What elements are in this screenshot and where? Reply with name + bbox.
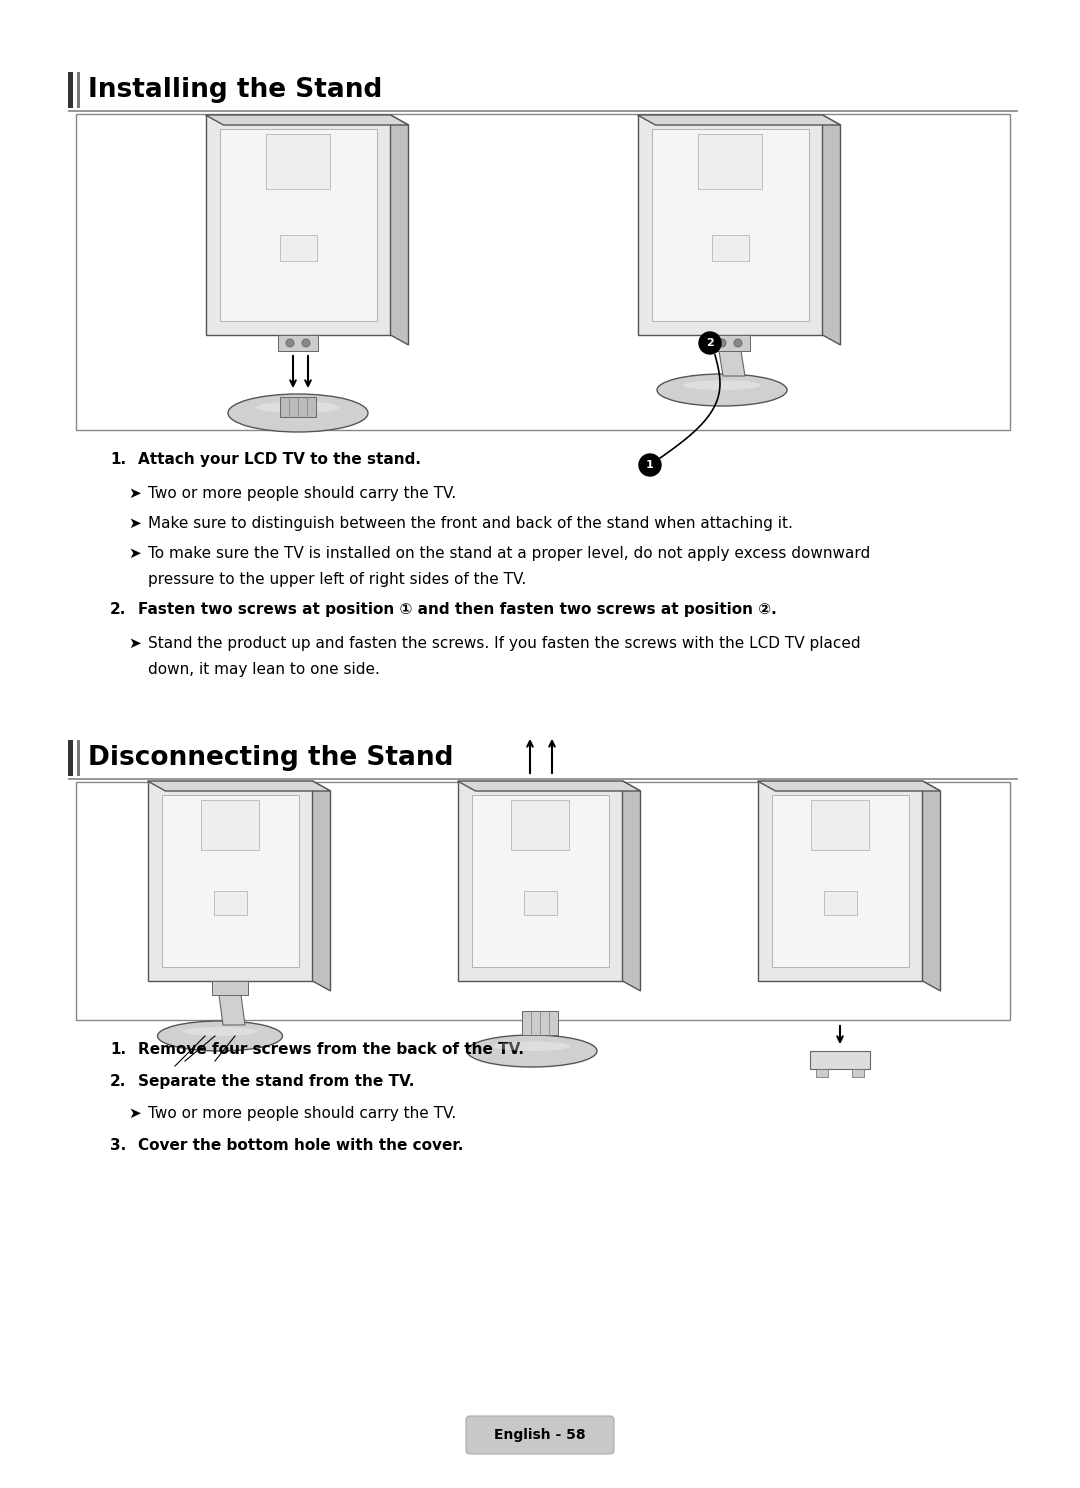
Polygon shape [162, 795, 298, 967]
Text: 1.: 1. [110, 1042, 126, 1056]
Text: To make sure the TV is installed on the stand at a proper level, do not apply ex: To make sure the TV is installed on the … [148, 546, 870, 561]
Bar [76, 783, 1010, 1019]
Bar [524, 891, 556, 915]
Bar [278, 335, 318, 351]
Text: Make sure to distinguish between the front and back of the stand when attaching : Make sure to distinguish between the fro… [148, 516, 793, 531]
Bar [698, 134, 762, 189]
Bar [511, 801, 569, 850]
Ellipse shape [683, 381, 761, 390]
Bar [810, 1051, 870, 1068]
Text: 1.: 1. [110, 452, 126, 467]
Polygon shape [312, 781, 330, 991]
Polygon shape [472, 795, 608, 967]
Polygon shape [219, 129, 377, 321]
Polygon shape [719, 351, 745, 376]
Text: Two or more people should carry the TV.: Two or more people should carry the TV. [148, 487, 456, 501]
Polygon shape [205, 115, 391, 335]
Text: ➤: ➤ [129, 546, 140, 561]
Bar [214, 891, 246, 915]
Bar [280, 235, 316, 262]
Text: pressure to the upper left of right sides of the TV.: pressure to the upper left of right side… [148, 571, 526, 586]
Text: Attach your LCD TV to the stand.: Attach your LCD TV to the stand. [138, 452, 421, 467]
Text: 2: 2 [706, 338, 714, 348]
Text: Cover the bottom hole with the cover.: Cover the bottom hole with the cover. [138, 1138, 463, 1153]
Circle shape [718, 339, 726, 347]
Bar [811, 801, 869, 850]
Polygon shape [922, 781, 941, 991]
Polygon shape [148, 781, 330, 792]
Bar [68, 778, 1018, 780]
Polygon shape [757, 781, 941, 792]
Text: ➤: ➤ [129, 516, 140, 531]
Bar [68, 71, 73, 109]
Polygon shape [148, 781, 312, 981]
Bar [68, 110, 1018, 112]
Circle shape [699, 332, 721, 354]
Bar [266, 134, 330, 189]
Bar [68, 740, 73, 777]
Text: ➤: ➤ [129, 1106, 140, 1120]
FancyBboxPatch shape [465, 1417, 615, 1454]
Text: ➤: ➤ [129, 487, 140, 501]
Text: Remove four screws from the back of the TV.: Remove four screws from the back of the … [138, 1042, 524, 1056]
Polygon shape [458, 781, 622, 981]
Ellipse shape [492, 1042, 571, 1051]
Polygon shape [622, 781, 640, 991]
Bar [852, 1068, 864, 1077]
Bar [522, 1010, 558, 1036]
Polygon shape [757, 781, 922, 981]
Ellipse shape [158, 1021, 283, 1051]
Text: ➤: ➤ [129, 635, 140, 652]
Circle shape [734, 339, 742, 347]
Bar [824, 891, 856, 915]
Bar [77, 740, 80, 777]
Text: Separate the stand from the TV.: Separate the stand from the TV. [138, 1074, 415, 1089]
Text: Disconnecting the Stand: Disconnecting the Stand [87, 745, 454, 771]
Text: Two or more people should carry the TV.: Two or more people should carry the TV. [148, 1106, 456, 1120]
Bar [710, 335, 750, 351]
Polygon shape [391, 115, 408, 345]
Polygon shape [219, 995, 245, 1025]
Text: 2.: 2. [110, 1074, 126, 1089]
Text: Stand the product up and fasten the screws. If you fasten the screws with the LC: Stand the product up and fasten the scre… [148, 635, 861, 652]
Ellipse shape [256, 402, 340, 414]
Polygon shape [651, 129, 809, 321]
Circle shape [302, 339, 310, 347]
Bar [280, 397, 316, 417]
Polygon shape [823, 115, 840, 345]
Bar [816, 1068, 828, 1077]
Circle shape [639, 454, 661, 476]
Text: Installing the Stand: Installing the Stand [87, 77, 382, 103]
Ellipse shape [183, 1027, 257, 1036]
Text: Fasten two screws at position ① and then fasten two screws at position ②.: Fasten two screws at position ① and then… [138, 603, 777, 618]
Ellipse shape [228, 394, 368, 432]
Bar [201, 801, 259, 850]
Polygon shape [637, 115, 840, 125]
Bar [77, 71, 80, 109]
Bar [76, 115, 1010, 430]
Text: down, it may lean to one side.: down, it may lean to one side. [148, 662, 380, 677]
Polygon shape [637, 115, 823, 335]
Polygon shape [205, 115, 408, 125]
Text: 3.: 3. [110, 1138, 126, 1153]
Polygon shape [458, 781, 640, 792]
Text: 2.: 2. [110, 603, 126, 618]
Ellipse shape [657, 373, 787, 406]
Circle shape [286, 339, 294, 347]
Bar [212, 981, 248, 995]
Polygon shape [771, 795, 908, 967]
Ellipse shape [467, 1036, 597, 1067]
Text: English - 58: English - 58 [495, 1428, 585, 1442]
Bar [712, 235, 748, 262]
Text: 1: 1 [646, 460, 653, 470]
